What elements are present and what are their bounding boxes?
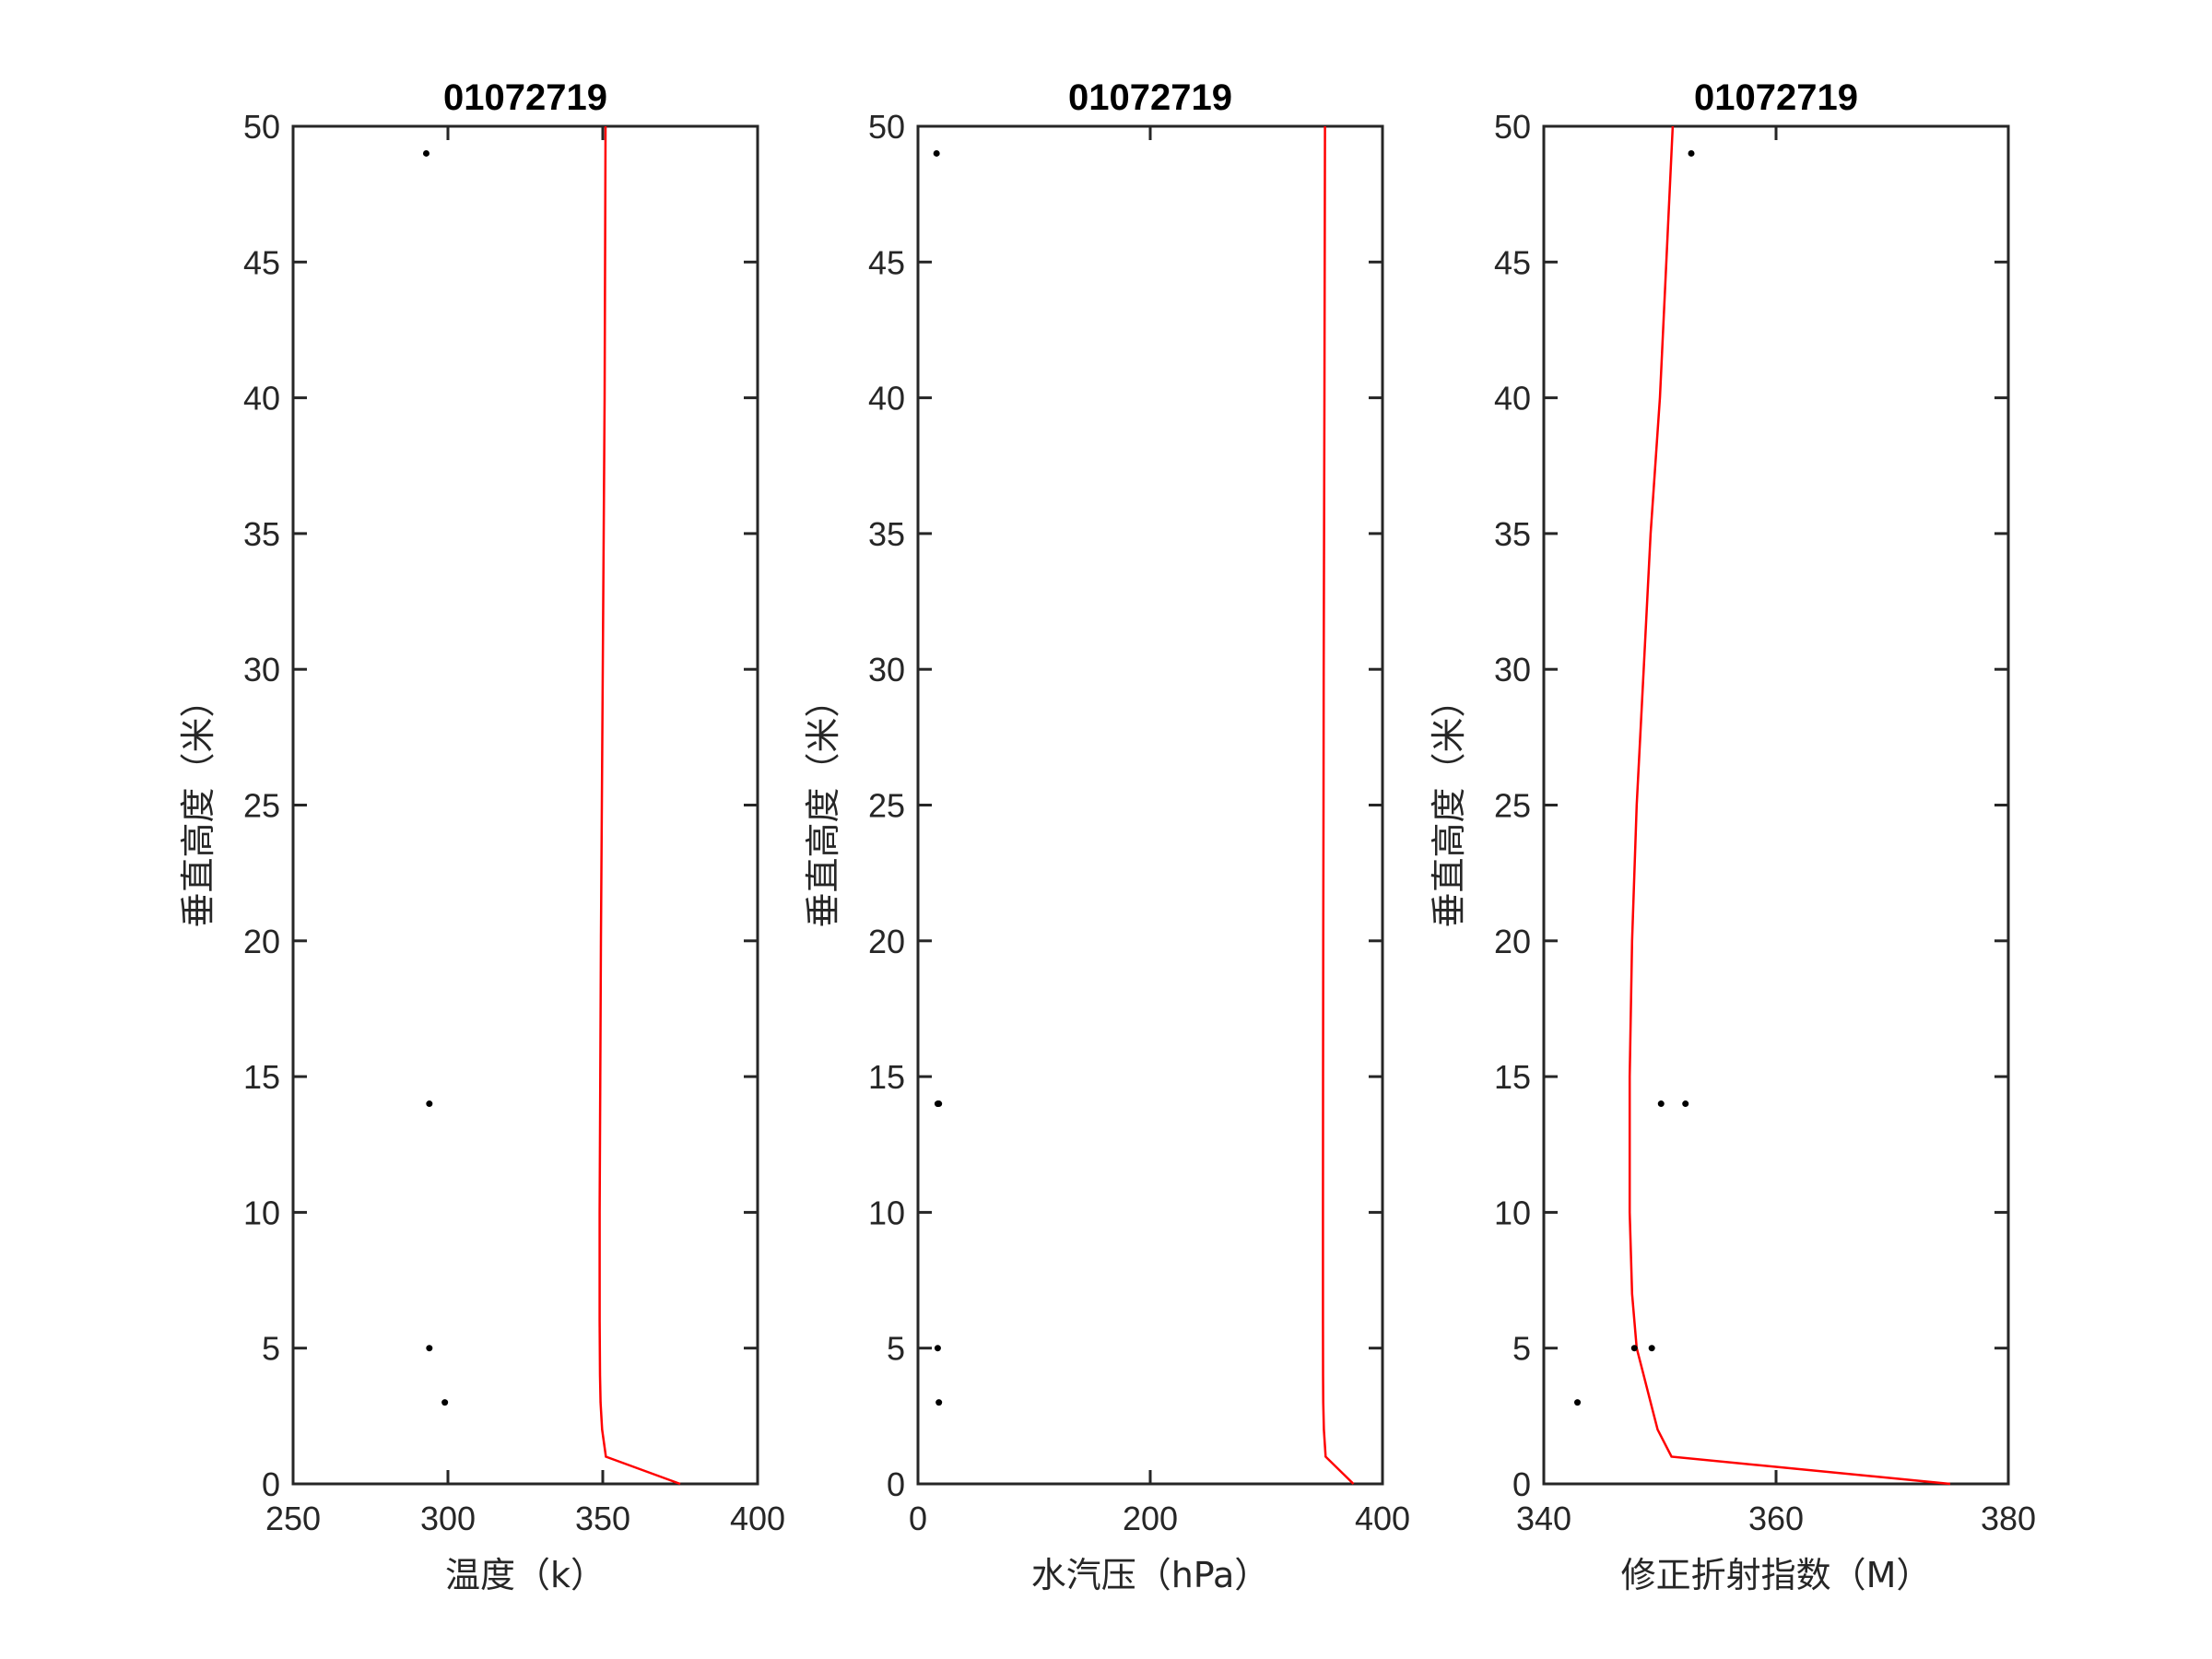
y-tick-label: 30 bbox=[1494, 651, 1531, 688]
observation-point bbox=[1657, 1100, 1665, 1108]
y-tick-label: 20 bbox=[868, 923, 905, 960]
chart-title: 01072719 bbox=[1068, 77, 1232, 118]
y-tick-label: 45 bbox=[868, 243, 905, 281]
y-tick-label: 0 bbox=[262, 1465, 280, 1503]
x-tick-label: 400 bbox=[730, 1500, 785, 1537]
subplot-modified-refractivity: 340 360 380 0 5 10 15 20 25 30 35 40 45 50 01072719 修正折… bbox=[1429, 77, 2036, 1595]
y-tick-label: 40 bbox=[1494, 380, 1531, 418]
observation-point bbox=[1648, 1345, 1655, 1352]
x-tick-label: 200 bbox=[1123, 1500, 1178, 1537]
y-tick-label: 10 bbox=[243, 1194, 280, 1231]
x-axis-label: 水汽压（hPa） bbox=[1031, 1555, 1270, 1595]
x-axis-label: 修正折射指数（M） bbox=[1621, 1555, 1932, 1595]
observation-point bbox=[422, 149, 429, 157]
y-tick-label: 35 bbox=[868, 515, 905, 553]
observation-point bbox=[1682, 1100, 1689, 1108]
y-tick-label: 5 bbox=[1512, 1330, 1531, 1368]
x-tick-label: 360 bbox=[1748, 1500, 1804, 1537]
observation-point bbox=[935, 1100, 943, 1108]
y-axis-label: 垂直高度（米） bbox=[1429, 682, 1469, 927]
y-axis-label: 垂直高度（米） bbox=[178, 682, 218, 927]
profile-line bbox=[1322, 125, 1355, 1485]
y-tick-label: 20 bbox=[1494, 923, 1531, 960]
axes-frame bbox=[1542, 124, 2010, 1486]
y-tick-label: 50 bbox=[868, 108, 905, 146]
observation-point bbox=[426, 1100, 433, 1108]
y-tick-label: 40 bbox=[243, 380, 280, 418]
chart-title: 01072719 bbox=[1694, 77, 1858, 118]
x-tick-label: 300 bbox=[420, 1500, 476, 1537]
subplot-temperature: 250 300 350 400 0 5 10 15 20 25 30 35 40 45 50 01072719… bbox=[178, 77, 785, 1595]
y-tick-label: 5 bbox=[262, 1330, 280, 1368]
y-tick-label: 15 bbox=[243, 1058, 280, 1096]
x-tick-label: 400 bbox=[1355, 1500, 1410, 1537]
y-tick-label: 50 bbox=[243, 108, 280, 146]
observation-point bbox=[1574, 1399, 1582, 1406]
x-tick-label: 350 bbox=[575, 1500, 630, 1537]
profile-line bbox=[598, 125, 681, 1486]
y-tick-label: 25 bbox=[868, 787, 905, 825]
y-tick-label: 35 bbox=[1494, 515, 1531, 553]
x-tick-label: 340 bbox=[1516, 1500, 1571, 1537]
observation-point bbox=[1630, 1345, 1638, 1352]
chart-title: 01072719 bbox=[443, 77, 607, 118]
y-axis-label: 垂直高度（米） bbox=[803, 682, 843, 927]
axes-frame bbox=[291, 124, 759, 1486]
y-tick-label: 45 bbox=[1494, 243, 1531, 281]
observation-point bbox=[1688, 149, 1695, 157]
y-tick-label: 25 bbox=[243, 787, 280, 825]
axes-frame bbox=[916, 124, 1384, 1486]
y-tick-label: 15 bbox=[1494, 1058, 1531, 1096]
observation-point bbox=[441, 1399, 449, 1406]
y-tick-label: 40 bbox=[868, 380, 905, 418]
y-tick-label: 50 bbox=[1494, 108, 1531, 146]
y-tick-label: 30 bbox=[868, 651, 905, 688]
y-tick-label: 0 bbox=[1512, 1465, 1531, 1503]
x-tick-label: 0 bbox=[909, 1500, 927, 1537]
y-tick-label: 15 bbox=[868, 1058, 905, 1096]
y-tick-label: 20 bbox=[243, 923, 280, 960]
observation-point bbox=[935, 1399, 943, 1406]
y-tick-label: 35 bbox=[243, 515, 280, 553]
y-tick-label: 5 bbox=[887, 1330, 905, 1368]
y-tick-label: 30 bbox=[243, 651, 280, 688]
x-axis-label: 温度（k） bbox=[445, 1555, 606, 1595]
y-tick-label: 10 bbox=[1494, 1194, 1531, 1231]
y-tick-label: 45 bbox=[243, 243, 280, 281]
observation-point bbox=[933, 149, 940, 157]
y-tick-label: 25 bbox=[1494, 787, 1531, 825]
y-tick-label: 0 bbox=[887, 1465, 905, 1503]
observation-point bbox=[934, 1345, 941, 1352]
subplot-vapor-pressure: 0 200 400 0 5 10 15 20 25 30 35 40 45 50 01072719 水汽压（h… bbox=[803, 77, 1410, 1595]
x-tick-label: 250 bbox=[265, 1500, 321, 1537]
profile-line bbox=[1628, 125, 1951, 1486]
x-tick-label: 380 bbox=[1981, 1500, 2036, 1537]
y-tick-label: 10 bbox=[868, 1194, 905, 1231]
observation-point bbox=[426, 1345, 433, 1352]
